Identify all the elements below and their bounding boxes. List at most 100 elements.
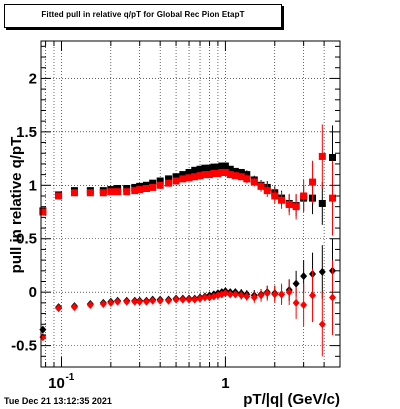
data-point	[218, 162, 226, 170]
data-point	[226, 290, 234, 299]
data-point	[165, 296, 173, 305]
data-point	[149, 183, 157, 191]
data-point	[250, 293, 258, 302]
data-point	[179, 175, 187, 183]
data-point	[149, 179, 157, 187]
data-point	[172, 173, 180, 181]
data-point	[243, 292, 251, 301]
data-point	[263, 289, 271, 298]
data-point	[285, 201, 293, 209]
data-point	[214, 163, 222, 171]
data-point	[123, 297, 131, 306]
data-point	[201, 293, 209, 302]
data-point	[191, 173, 199, 181]
data-point	[318, 199, 326, 207]
y-tick-label: 1	[29, 177, 37, 194]
data-point	[201, 171, 209, 179]
data-point	[257, 182, 265, 190]
data-point	[250, 178, 258, 186]
chart-title-box: Fitted pull in relative q/pT for Global …	[4, 4, 282, 28]
data-point	[86, 301, 94, 310]
data-point	[107, 298, 115, 307]
data-point	[318, 152, 326, 160]
data-point	[309, 291, 317, 300]
data-point	[179, 295, 187, 304]
data-point	[55, 304, 63, 313]
data-point	[165, 179, 173, 187]
y-tick-label: -0.5	[11, 338, 37, 355]
data-point	[300, 301, 308, 310]
data-point	[191, 166, 199, 174]
data-point	[292, 279, 300, 288]
data-point	[39, 208, 47, 216]
y-tick-label: 0	[29, 284, 37, 301]
y-tick-label: 0.5	[16, 231, 37, 248]
data-point	[185, 295, 193, 304]
data-point	[263, 187, 271, 195]
data-point	[237, 168, 245, 176]
data-point	[300, 192, 308, 200]
data-point	[278, 196, 286, 204]
x-tick-label: 10	[48, 375, 65, 392]
data-point	[156, 181, 164, 189]
chart-title: Fitted pull in relative q/pT for Global …	[41, 10, 245, 19]
x-tick-label: 1	[221, 375, 229, 392]
data-point	[86, 189, 94, 197]
data-point	[328, 154, 336, 162]
y-axis-label: pull in relative q/pT	[8, 137, 25, 274]
data-point	[206, 171, 214, 179]
data-point	[107, 188, 115, 196]
data-point	[114, 188, 122, 196]
plot-frame	[40, 40, 341, 368]
data-point	[221, 162, 229, 170]
timestamp: Tue Dec 21 13:12:35 2021	[4, 396, 112, 406]
data-point	[231, 167, 239, 175]
data-point	[328, 194, 336, 202]
axes: -0.5 0 0.5 1 1.5 2 10 -1 1	[11, 41, 341, 392]
data-point	[136, 186, 144, 194]
data-point	[292, 203, 300, 211]
data-point	[278, 290, 286, 299]
data-point	[226, 171, 234, 179]
data-point	[221, 168, 229, 176]
data-point	[237, 173, 245, 181]
data-point	[142, 297, 150, 306]
data-point	[196, 172, 204, 180]
data-point	[70, 303, 78, 312]
data-point	[114, 297, 122, 306]
data-point	[271, 290, 279, 299]
series-group	[39, 124, 336, 236]
data-point	[131, 297, 139, 306]
data-point	[243, 175, 251, 183]
data-point	[214, 170, 222, 178]
data-point	[318, 267, 326, 276]
data-point	[165, 175, 173, 183]
data-point	[231, 172, 239, 180]
data-point	[196, 165, 204, 173]
data-point	[123, 188, 131, 196]
data-point	[179, 171, 187, 179]
data-point	[318, 320, 326, 329]
data-point	[55, 192, 63, 200]
data-point	[196, 294, 204, 303]
data-markers	[39, 124, 336, 357]
data-point	[328, 293, 336, 302]
x-tick-label-exponent: -1	[65, 372, 74, 383]
y-tick-label: 2	[29, 70, 37, 87]
data-point	[136, 297, 144, 306]
data-point	[292, 298, 300, 307]
data-point	[185, 174, 193, 182]
x-axis-label: pT/|q| (GeV/c)	[243, 391, 340, 408]
data-point	[142, 185, 150, 193]
data-point	[70, 189, 78, 197]
data-point	[210, 163, 218, 171]
data-point	[237, 291, 245, 300]
data-point	[231, 290, 239, 299]
data-point	[172, 177, 180, 185]
data-point	[156, 177, 164, 185]
data-point	[221, 289, 229, 298]
data-point	[99, 189, 107, 197]
data-point	[99, 299, 107, 308]
data-point	[210, 170, 218, 178]
